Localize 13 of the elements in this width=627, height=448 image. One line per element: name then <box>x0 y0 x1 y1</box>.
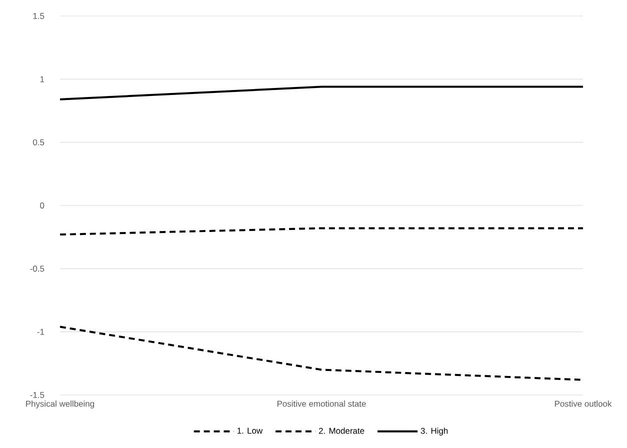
y-tick-label: 0.5 <box>33 139 44 146</box>
legend-label: 3. High <box>420 428 448 436</box>
legend-label: 2. Moderate <box>318 428 364 434</box>
y-tick-label: -0.5 <box>30 266 44 272</box>
y-tick-label: 1.5 <box>33 13 44 19</box>
x-tick-label: Physical wellbeing <box>26 400 94 408</box>
y-tick-label: -1.5 <box>30 392 44 398</box>
x-tick-label: Postive outlook <box>554 400 612 407</box>
y-tick-label: 1 <box>40 76 44 82</box>
legend-label: 1. Low <box>238 428 263 434</box>
x-tick-label: Positive emotional state <box>277 400 366 407</box>
y-tick-label: 0 <box>40 202 44 208</box>
y-tick-label: -1 <box>37 328 44 335</box>
